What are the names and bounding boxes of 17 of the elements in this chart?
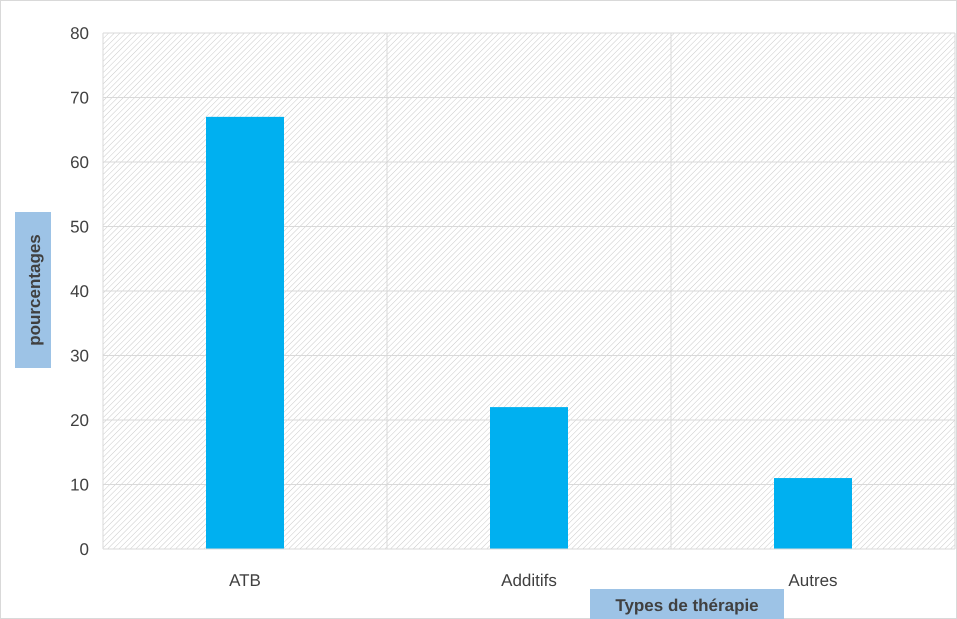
y-tick-label: 70 bbox=[70, 88, 89, 108]
y-tick-label: 0 bbox=[80, 540, 89, 559]
x-tick-label: Additifs bbox=[501, 571, 557, 590]
bar bbox=[490, 407, 568, 549]
y-tick-label: 20 bbox=[70, 410, 89, 430]
y-tick-label: 10 bbox=[70, 475, 89, 494]
y-tick-label: 50 bbox=[70, 217, 89, 236]
x-tick-label: ATB bbox=[229, 571, 261, 590]
x-axis-title: Types de thérapie bbox=[615, 596, 759, 615]
y-tick-label: 60 bbox=[70, 152, 89, 172]
y-tick-label: 40 bbox=[70, 282, 89, 301]
y-tick-label: 30 bbox=[70, 346, 89, 366]
y-axis-title: pourcentages bbox=[25, 234, 44, 346]
x-tick-label: Autres bbox=[788, 571, 838, 590]
bar bbox=[774, 478, 852, 549]
bar bbox=[206, 116, 284, 549]
y-tick-label: 80 bbox=[70, 24, 89, 43]
